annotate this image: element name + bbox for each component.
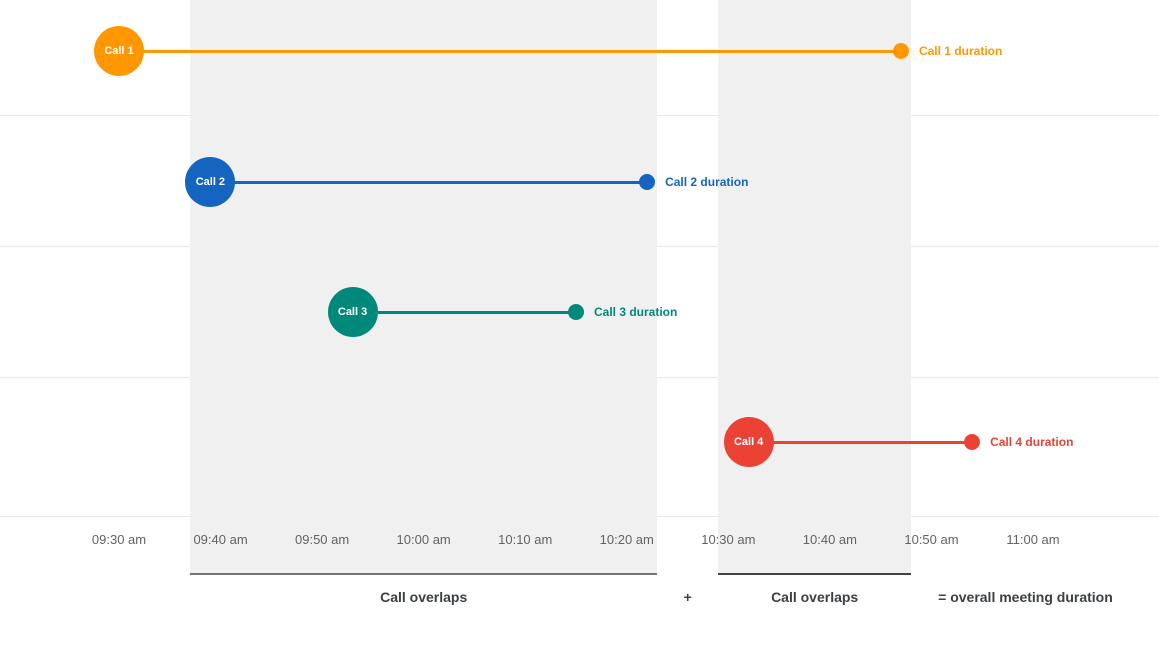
overlap-region (718, 0, 912, 575)
call-duration-label: Call 4 duration (990, 435, 1074, 449)
axis-tick-label: 11:00 am (1006, 532, 1060, 547)
axis-tick-label: 09:50 am (295, 532, 350, 547)
overlap-region (190, 0, 658, 575)
call-end-dot (568, 304, 584, 320)
axis-tick-label: 09:30 am (91, 532, 147, 547)
axis-tick-label: 10:20 am (599, 532, 654, 547)
call-duration-line (210, 180, 648, 184)
call-end-dot (639, 174, 656, 190)
plus-sign: + (683, 589, 692, 605)
axis-tick-label: 10:50 am (904, 532, 959, 547)
overlap-region-underline (718, 573, 912, 575)
call-start-circle: Call 2 (185, 157, 236, 207)
call-start-circle: Call 4 (723, 417, 774, 467)
axis-tick-label: 10:40 am (802, 532, 857, 547)
overlap-annotation: Call overlaps (380, 589, 468, 605)
call-end-dot (964, 434, 981, 450)
overlap-region-underline (190, 573, 658, 575)
call-duration-label: Call 3 duration (594, 305, 678, 319)
call-duration-line (119, 49, 901, 53)
call-start-circle: Call 3 (327, 287, 378, 337)
axis-tick-label: 10:10 am (498, 532, 553, 547)
axis-tick-label: 10:30 am (701, 532, 756, 547)
call-end-dot (892, 43, 909, 59)
call-duration-label: Call 1 duration (918, 44, 1003, 58)
result-annotation: = overall meeting duration (938, 589, 1113, 605)
call-duration-label: Call 2 duration (665, 175, 749, 189)
overlap-annotation: Call overlaps (771, 589, 859, 605)
call-duration-line (352, 310, 576, 314)
call-start-circle: Call 1 (94, 26, 144, 76)
call-duration-line (748, 440, 973, 444)
axis-tick-label: 09:40 am (193, 532, 248, 547)
axis-tick-label: 10:00 am (396, 532, 451, 547)
